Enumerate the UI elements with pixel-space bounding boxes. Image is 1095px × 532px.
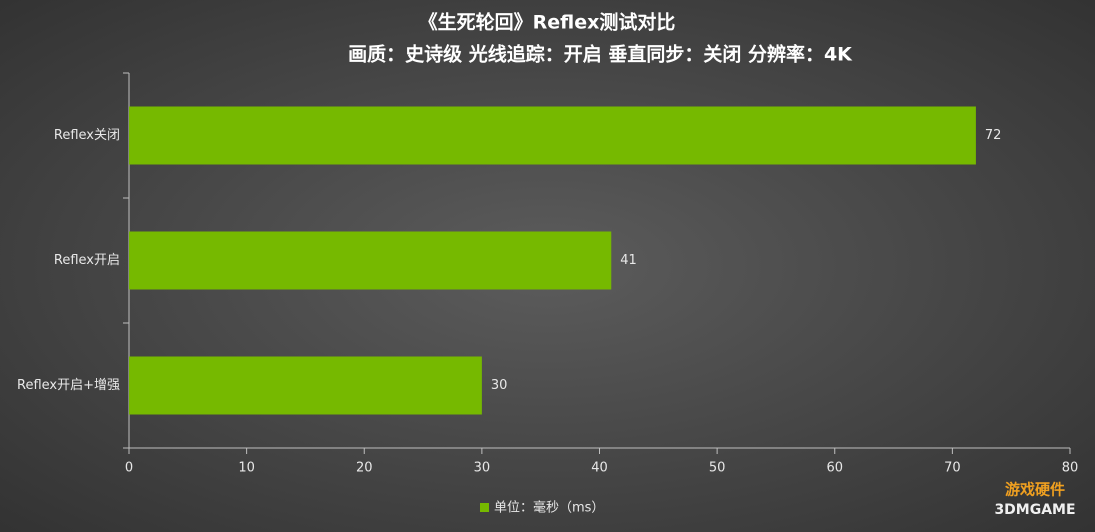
chart-subtitle: 画质：史诗级 光线追踪：开启 垂直同步：关闭 分辨率：4K [348,43,853,66]
x-tick-label: 60 [826,461,843,476]
x-tick-label: 70 [944,461,961,476]
bar [129,356,482,415]
y-tick-label: Reflex开启+增强 [17,378,120,393]
x-tick-label: 20 [356,461,373,476]
x-tick-label: 10 [238,461,255,476]
x-tick-label: 0 [125,461,133,476]
y-tick-label: Reflex开启 [54,253,120,268]
value-label: 30 [491,378,508,393]
watermark: 3DMGAME [994,502,1075,518]
legend-label: 单位：毫秒（ms） [494,500,604,516]
x-tick-label: 50 [709,461,726,476]
legend-swatch [480,503,489,512]
bar [129,106,976,165]
x-tick-label: 80 [1062,461,1079,476]
y-tick-label: Reflex关闭 [54,128,120,143]
value-label: 41 [620,253,637,268]
chart-title: 《生死轮回》Reflex测试对比 [419,11,676,34]
bar [129,231,612,290]
x-tick-label: 40 [591,461,608,476]
value-label: 72 [985,128,1002,143]
watermark: 游戏硬件 [1005,481,1065,499]
x-tick-label: 30 [474,461,491,476]
